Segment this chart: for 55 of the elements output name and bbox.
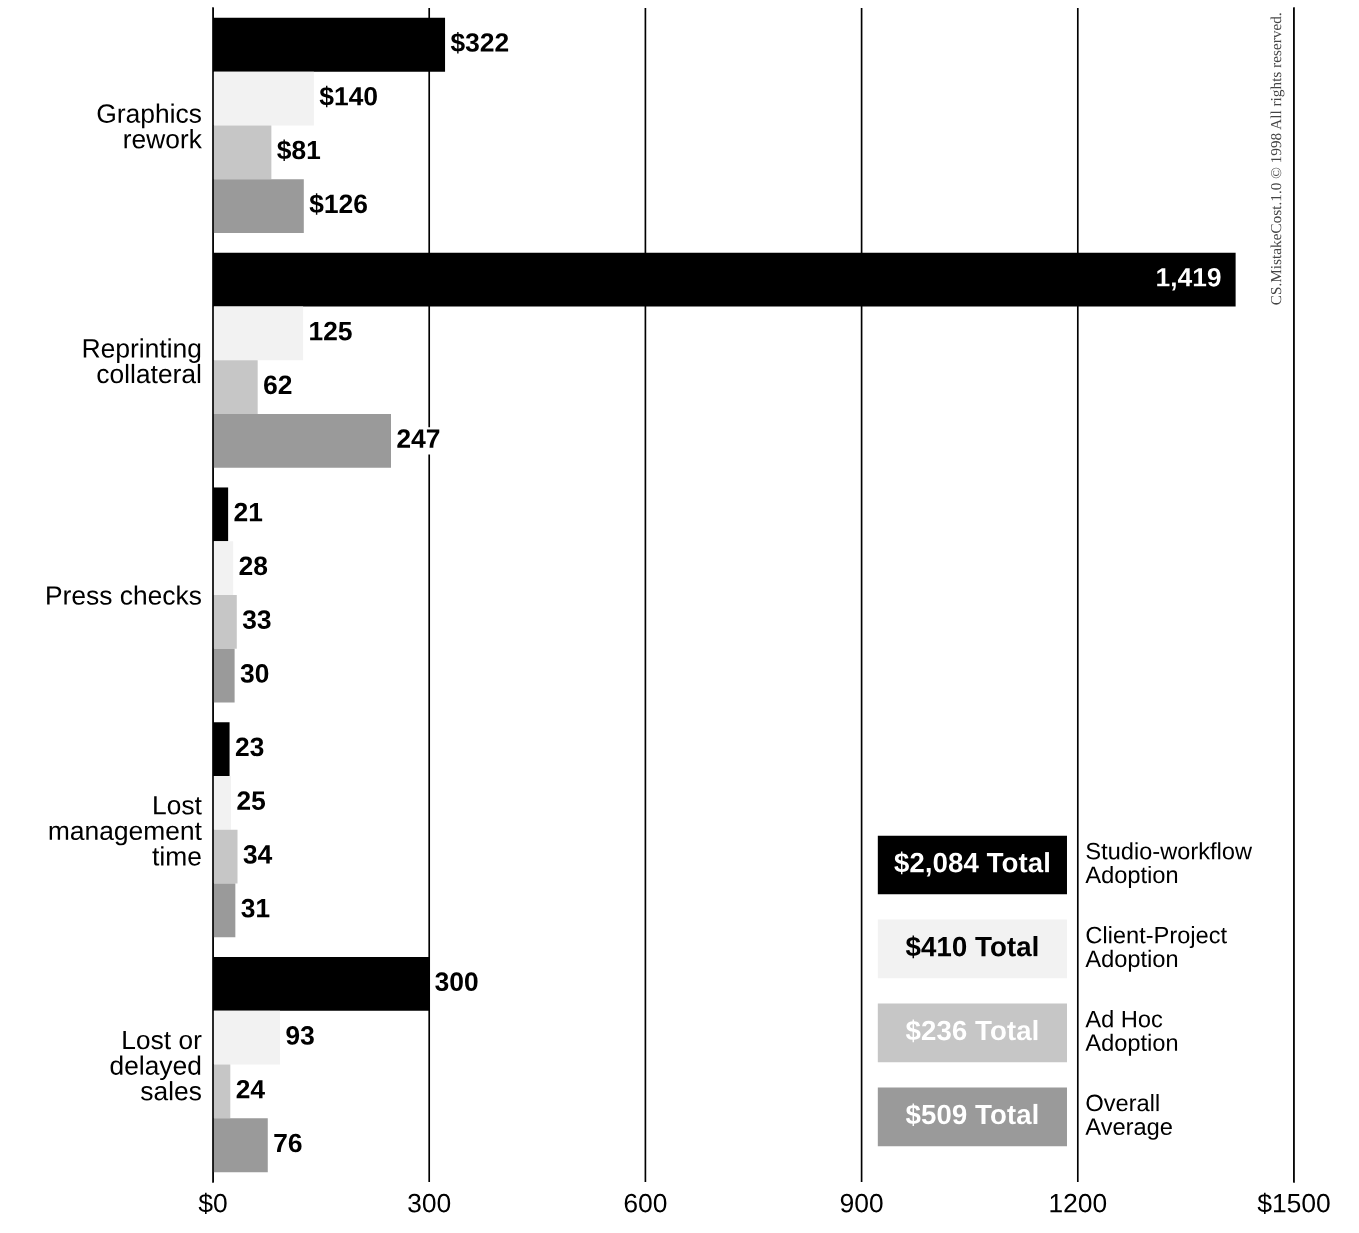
data-label: 62: [264, 375, 292, 395]
bar: [213, 541, 234, 595]
data-label: 93: [286, 1026, 314, 1045]
y-tick-label: Lost or delayed sales: [110, 1030, 202, 1101]
bar: [213, 1118, 268, 1173]
annotation: $410 Total: [905, 935, 1038, 959]
y-tick-label: Graphics rework: [97, 103, 202, 149]
data-label: 21: [234, 502, 263, 522]
x-tick-label: 300: [408, 1193, 451, 1213]
data-label: 76: [274, 1133, 302, 1153]
data-label: 34: [243, 845, 273, 864]
bar: [213, 776, 232, 830]
bar: [213, 1064, 231, 1119]
bar: [213, 595, 237, 649]
bar: [213, 883, 236, 938]
data-label: 125: [310, 321, 352, 341]
y-tick-label: Lost management time: [49, 796, 202, 866]
text: Studio-workflow Adoption: [1085, 842, 1253, 888]
data-label: $81: [277, 139, 321, 162]
bar: [213, 306, 304, 361]
data-label: 24: [236, 1079, 265, 1099]
annotation: $509 Total: [905, 1103, 1038, 1127]
data-label: 31: [241, 898, 270, 918]
data-label: 247: [397, 429, 440, 448]
text: Overall Average: [1085, 1093, 1172, 1140]
x-tick-label: $0: [198, 1192, 227, 1215]
bar: [213, 413, 391, 468]
x-tick-label: 900: [840, 1193, 883, 1213]
bar: [213, 179, 304, 233]
bar: [213, 829, 238, 884]
bar: [213, 125, 272, 180]
data-label: 23: [235, 737, 264, 757]
y-tick-label: Reprinting collateral: [83, 338, 201, 384]
data-label: 300: [435, 972, 478, 992]
y-tick-label: Press checks: [47, 585, 201, 605]
x-tick-label: 1200: [1050, 1193, 1107, 1213]
bar: [213, 360, 258, 414]
annotation: $2,084 Total: [894, 851, 1049, 877]
text: Client-Project Adoption: [1085, 926, 1227, 972]
data-label: $322: [450, 31, 509, 54]
x-tick-label: $1500: [1257, 1192, 1330, 1215]
data-label: 1,419: [1157, 267, 1221, 291]
data-label: 28: [239, 556, 268, 576]
data-label: 25: [237, 791, 266, 810]
bar: [213, 648, 235, 703]
x-tick-label: 600: [624, 1193, 667, 1213]
data-label: 30: [240, 664, 269, 683]
data-label: $140: [319, 85, 377, 108]
data-label: $126: [309, 193, 367, 215]
annotation: $236 Total: [905, 1019, 1038, 1043]
text: Ad Hoc Adoption: [1085, 1010, 1178, 1056]
data-label: 33: [242, 610, 271, 630]
bar: [213, 1010, 281, 1065]
annotation: CS.MistakeCost.1.0 © 1998 All rights reserved.: [1270, 13, 1285, 305]
bar: [213, 71, 314, 126]
